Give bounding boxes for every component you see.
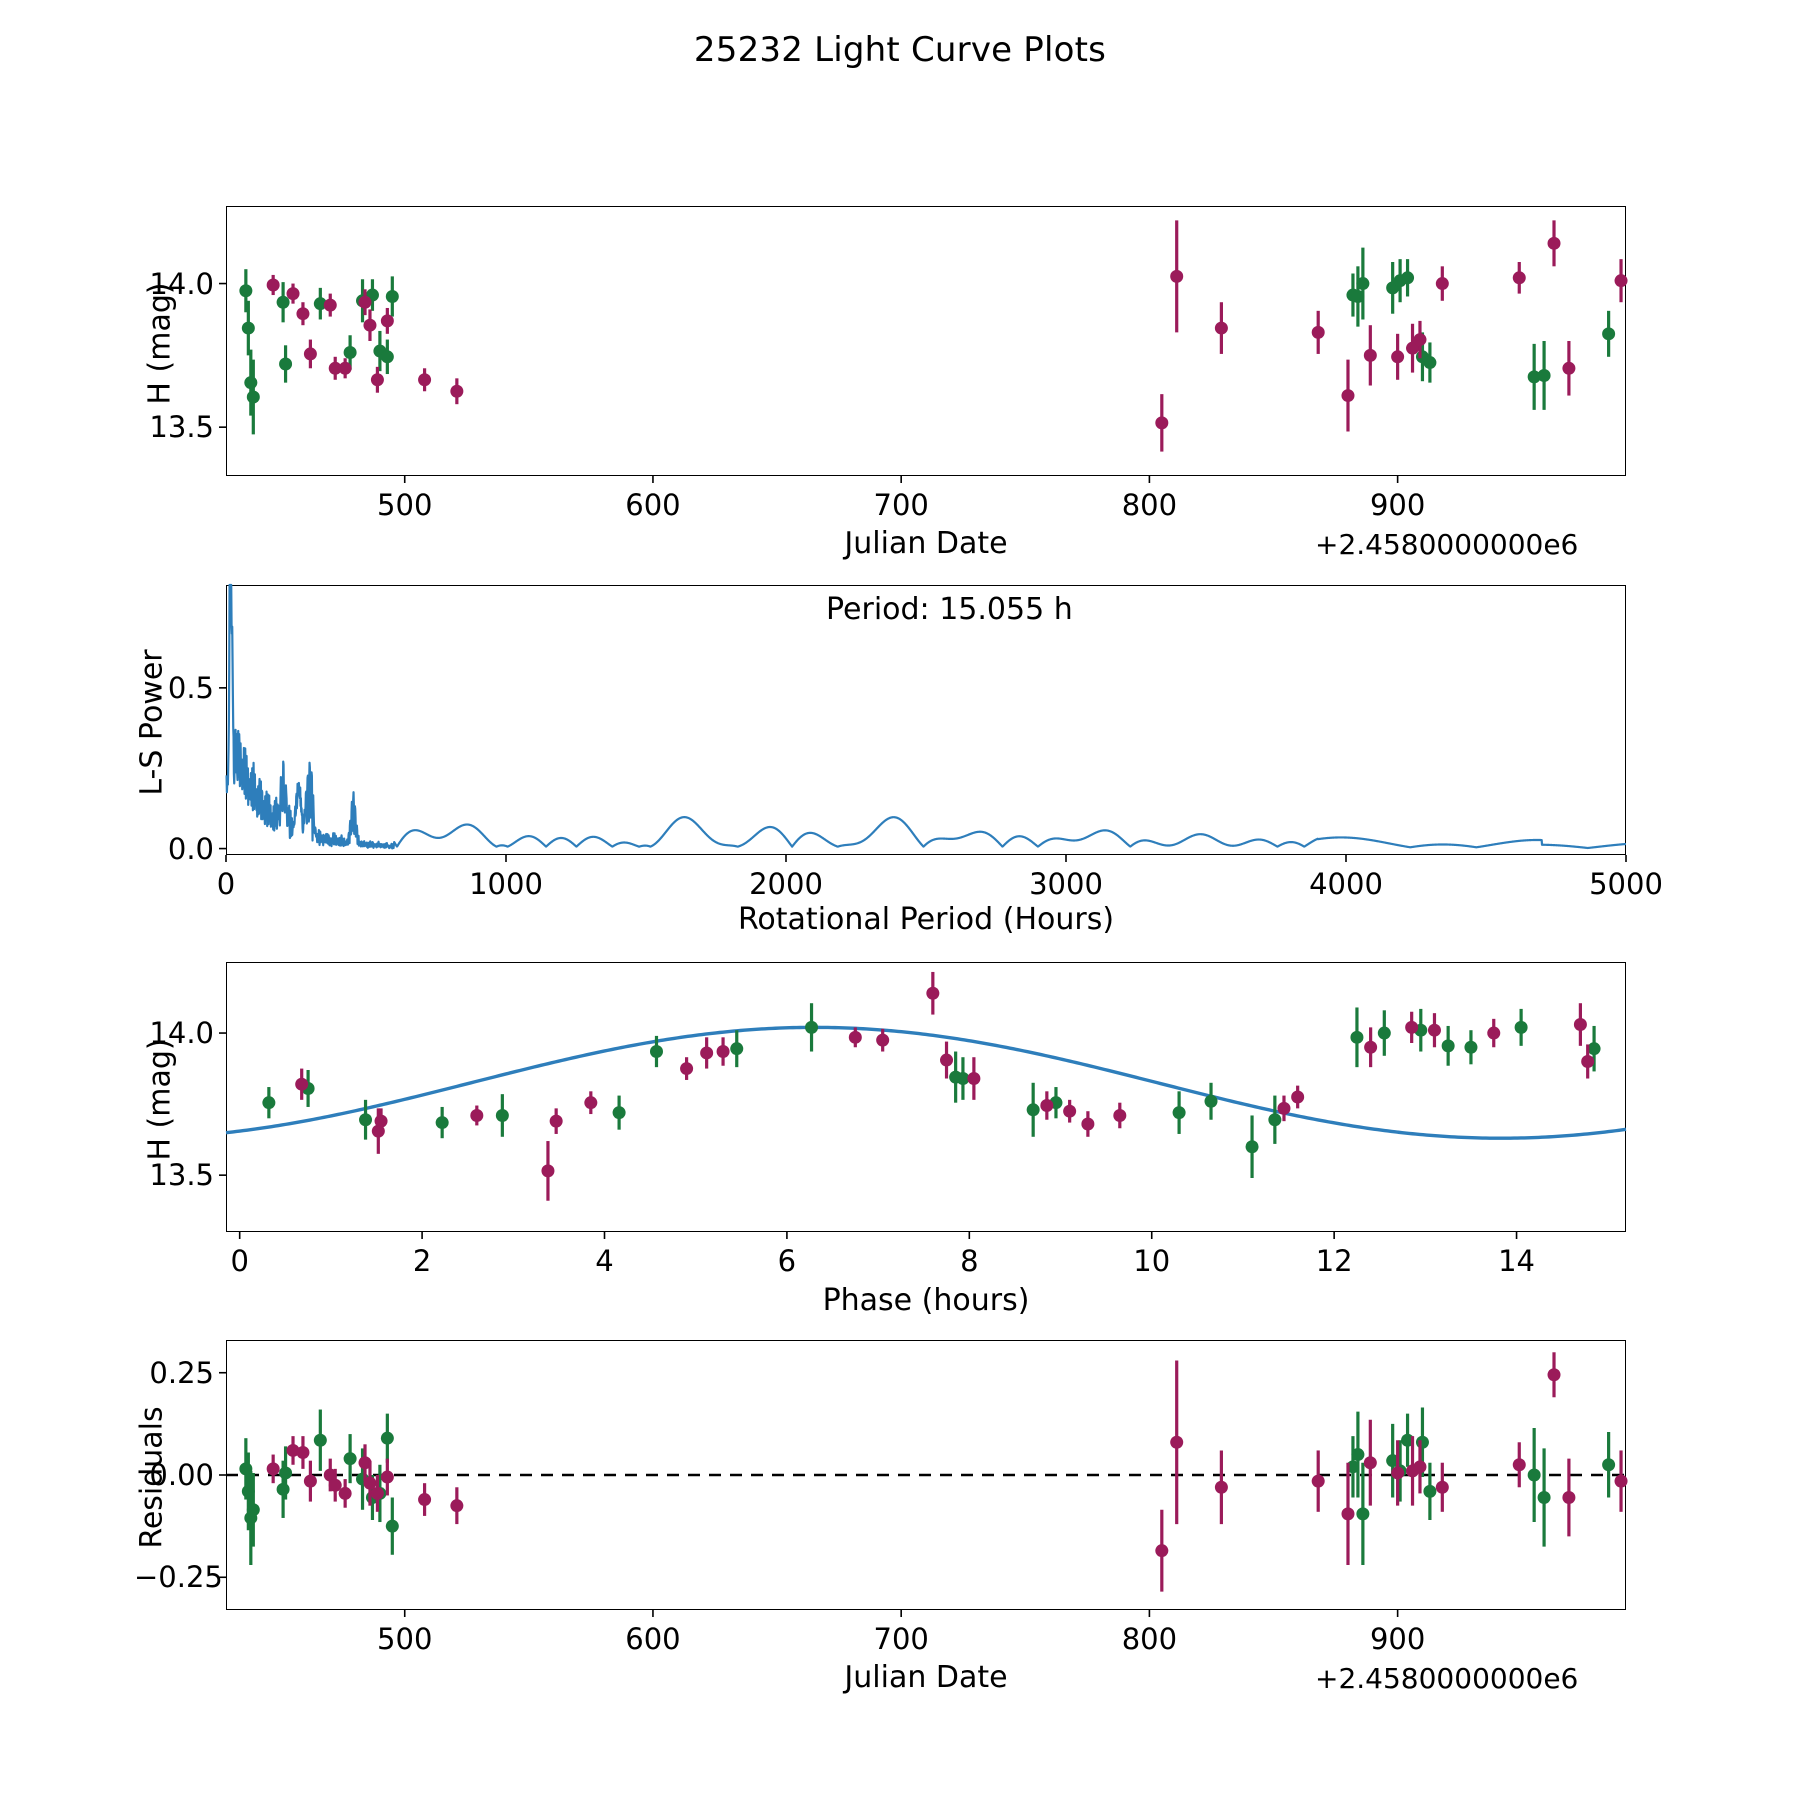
x-tick-label: 12	[1315, 1244, 1353, 1278]
y-tick-label: 13.5	[149, 410, 214, 445]
y-tick-label: 13.5	[149, 1158, 214, 1193]
axis-label-x-residuals: Julian Date	[844, 1660, 1008, 1695]
y-tick-label: 0.5	[167, 670, 214, 705]
x-tick-label: 10	[1133, 1244, 1171, 1278]
x-tick-label: 800	[1121, 488, 1178, 522]
panel-phase-folded	[226, 962, 1626, 1232]
y-tick-label: −0.25	[134, 1560, 223, 1595]
x-tick-label: 700	[873, 1622, 929, 1656]
y-tick-label: 0.00	[149, 1458, 214, 1492]
x-tick-label: 4000	[1309, 867, 1383, 901]
x-tick-label: 3000	[1029, 867, 1103, 901]
panel-periodogram	[226, 585, 1626, 855]
x-tick-label: 500	[377, 1622, 433, 1656]
x-tick-label: 600	[625, 1622, 681, 1656]
y-tick-label: 0.25	[149, 1355, 214, 1390]
y-tick-label: 14.0	[149, 1016, 214, 1051]
x-tick-label: 2000	[749, 867, 823, 901]
x-tick-label: 4	[595, 1244, 614, 1278]
x-tick-label: 900	[1369, 488, 1426, 522]
x-tick-label: 6	[777, 1244, 797, 1278]
x-tick-label: 1000	[469, 867, 543, 901]
x-tick-label: 900	[1369, 1622, 1426, 1656]
axis-label-x-periodogram: Rotational Period (Hours)	[737, 902, 1115, 937]
x-tick-label: 0	[230, 1244, 249, 1278]
x-tick-label: 5000	[1589, 867, 1663, 901]
axis-offset-light-curve: +2.4580000000e6	[1315, 528, 1579, 561]
x-tick-label: 800	[1121, 1622, 1178, 1656]
x-tick-label: 2	[412, 1244, 432, 1278]
x-tick-label: 8	[960, 1244, 979, 1278]
panel-light-curve	[226, 206, 1626, 476]
y-tick-label: 14.0	[149, 266, 214, 301]
axis-offset-residuals: +2.4580000000e6	[1315, 1662, 1579, 1695]
x-tick-label: 14	[1498, 1244, 1535, 1278]
x-tick-label: 500	[377, 488, 433, 522]
x-tick-label: 700	[873, 488, 929, 522]
axis-label-x-phase: Phase (hours)	[822, 1283, 1030, 1318]
y-tick-label: 0.0	[167, 831, 214, 866]
x-tick-label: 600	[625, 488, 681, 522]
x-tick-label: 0	[216, 867, 236, 901]
page-title: 25232 Light Curve Plots	[693, 30, 1107, 70]
axis-label-x-light-curve: Julian Date	[844, 526, 1008, 561]
